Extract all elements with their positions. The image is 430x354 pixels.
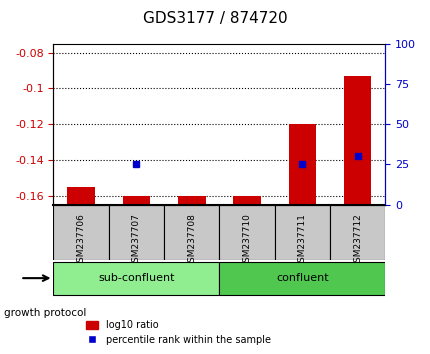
- Text: confluent: confluent: [275, 273, 328, 283]
- Text: GSM237708: GSM237708: [187, 213, 196, 268]
- FancyBboxPatch shape: [164, 205, 219, 260]
- FancyBboxPatch shape: [53, 205, 108, 260]
- Text: GSM237711: GSM237711: [297, 213, 306, 268]
- Bar: [233, 196, 260, 205]
- FancyBboxPatch shape: [329, 205, 384, 260]
- Bar: [288, 124, 316, 205]
- Text: GSM237710: GSM237710: [242, 213, 251, 268]
- Text: GDS3177 / 874720: GDS3177 / 874720: [143, 11, 287, 25]
- FancyBboxPatch shape: [219, 262, 384, 295]
- Text: GSM237707: GSM237707: [132, 213, 141, 268]
- FancyBboxPatch shape: [274, 205, 329, 260]
- Text: sub-confluent: sub-confluent: [98, 273, 174, 283]
- Bar: [343, 76, 371, 205]
- Text: GSM237712: GSM237712: [352, 213, 361, 268]
- Bar: [122, 196, 150, 205]
- Text: GSM237706: GSM237706: [77, 213, 86, 268]
- FancyBboxPatch shape: [219, 205, 274, 260]
- Bar: [178, 196, 205, 205]
- FancyBboxPatch shape: [108, 205, 164, 260]
- FancyBboxPatch shape: [53, 262, 219, 295]
- Bar: [67, 187, 95, 205]
- Text: growth protocol: growth protocol: [4, 308, 86, 318]
- Legend: log10 ratio, percentile rank within the sample: log10 ratio, percentile rank within the …: [82, 316, 274, 349]
